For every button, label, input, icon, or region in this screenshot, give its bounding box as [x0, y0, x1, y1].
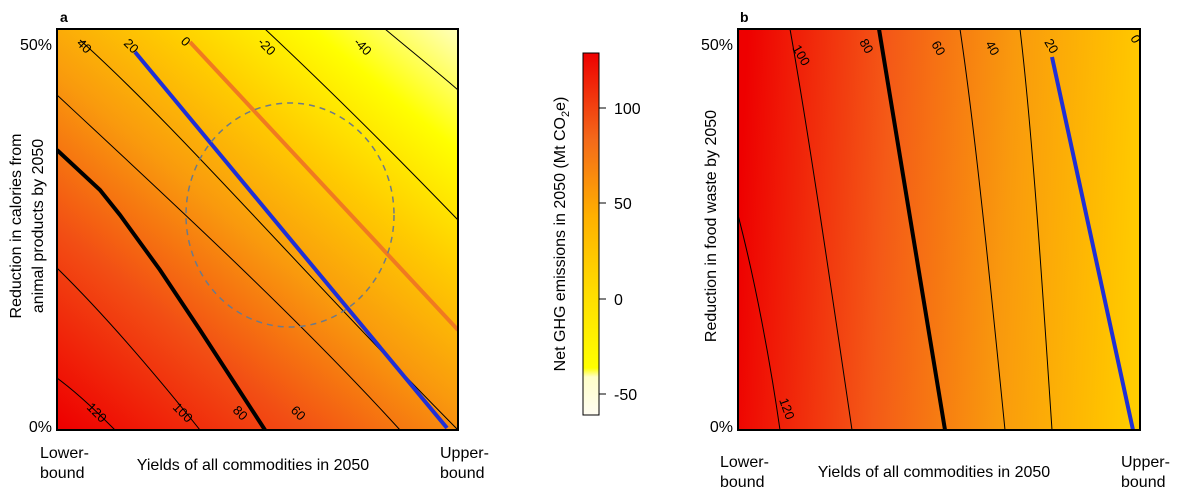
- label-b-40: 40: [982, 38, 1002, 58]
- ytick-b-50: 50%: [701, 37, 733, 54]
- label-b-80: 80: [856, 36, 876, 56]
- contour-a-100: [57, 267, 201, 430]
- xtick-a-upper-1: Upper-: [440, 445, 489, 462]
- uncertainty-ellipse: [185, 102, 395, 328]
- label-b-120: 120: [776, 396, 798, 422]
- ytick-a-0: 0%: [29, 419, 52, 436]
- panel-a: a 40 20 0 -20 -40 120 100 80 60 50% 0% R…: [8, 9, 489, 482]
- panel-a-frame: [56, 28, 459, 431]
- contour-a-20: [133, 50, 449, 430]
- colorbar-label-minus50: -50: [614, 387, 637, 404]
- contour-b-40: [1019, 29, 1053, 430]
- panel-b-frame: [737, 28, 1141, 431]
- panel-b-letter: b: [740, 9, 749, 25]
- xtick-a-lower-1: Lower-: [40, 445, 89, 462]
- contour-b-100: [789, 29, 853, 430]
- xtick-a-lower-2: bound: [40, 465, 85, 482]
- ylabel-a-line1: Reduction in calories from: [8, 134, 25, 319]
- contour-a-0: [188, 40, 458, 332]
- xlabel-a: Yields of all commodities in 2050: [137, 457, 370, 474]
- xtick-b-upper-2: bound: [1121, 474, 1166, 490]
- xlabel-b: Yields of all commodities in 2050: [818, 464, 1051, 481]
- xtick-a-upper-2: bound: [440, 465, 485, 482]
- contour-a-120: [57, 377, 116, 430]
- label-b-60: 60: [928, 38, 948, 58]
- colorbar-label-50: 50: [614, 196, 632, 213]
- panel-b-heatmap: [738, 29, 1140, 430]
- label-b-20: 20: [1041, 36, 1061, 56]
- contour-b-80: [877, 29, 947, 430]
- ylabel-b: Reduction in food waste by 2050: [703, 110, 720, 342]
- contour-a-minus20: [264, 29, 458, 221]
- ytick-b-0: 0%: [710, 419, 733, 436]
- xtick-b-upper-1: Upper-: [1121, 454, 1170, 471]
- panel-a-letter: a: [60, 9, 68, 25]
- panel-b-contours: [738, 29, 1135, 430]
- ytick-a-50: 50%: [20, 37, 52, 54]
- ylabel-a-line2: animal products by 2050: [30, 139, 47, 313]
- xtick-b-lower-2: bound: [720, 474, 765, 490]
- contour-a-60: [57, 94, 401, 430]
- colorbar-scale: [582, 52, 600, 416]
- panel-a-contours: [57, 29, 458, 430]
- contour-b-120: [738, 214, 781, 430]
- colorbar-label-100: 100: [614, 101, 641, 118]
- contour-b-60: [959, 29, 1006, 430]
- colorbar: 100 50 0 -50 Net GHG emissions in 2050 (…: [552, 52, 641, 416]
- colorbar-label-0: 0: [614, 292, 623, 309]
- contour-a-80: [57, 148, 267, 430]
- contour-a-minus40: [384, 29, 458, 91]
- xtick-b-lower-1: Lower-: [720, 454, 769, 471]
- contour-b-20: [1050, 56, 1135, 430]
- panel-b: b 100 80 60 40 20 0 120 50% 0% Reduction…: [701, 9, 1170, 490]
- colorbar-title: Net GHG emissions in 2050 (Mt CO2e): [552, 97, 572, 372]
